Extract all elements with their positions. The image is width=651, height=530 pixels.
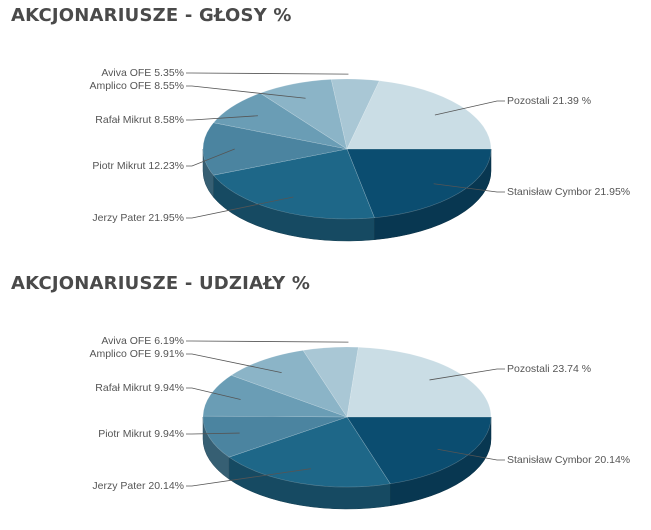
chart-title: AKCJONARIUSZE - UDZIAŁY % (11, 273, 311, 294)
pie-slice[interactable] (202, 122, 348, 176)
pie-slice[interactable] (212, 148, 375, 220)
slice-label: Stanisław Cymbor 20.14% (507, 454, 630, 466)
pie-chart: Stanisław Cymbor 21.95% Jerzy Pater 21.95… (89, 67, 630, 242)
slice-label: Aviva OFE 6.19% (101, 335, 184, 347)
pie-labels: Stanisław Cymbor 21.95% Jerzy Pater 21.95… (89, 67, 630, 224)
pie-slice[interactable] (228, 416, 391, 488)
pie-slice[interactable] (330, 78, 380, 150)
slice-label: Amplico OFE 9.91% (89, 348, 184, 360)
pie-slice[interactable] (346, 416, 492, 485)
slice-label: Rafał Mikrut 9.94% (95, 382, 184, 394)
pie-slice[interactable] (346, 148, 492, 219)
pie-slice[interactable] (202, 374, 348, 418)
pie-slice[interactable] (202, 415, 348, 458)
shares-chart: AKCJONARIUSZE - UDZIAŁY % Stanisław Cymb… (0, 268, 651, 530)
votes-chart: AKCJONARIUSZE - GŁOSY % Stanisław Cymbor… (0, 0, 651, 262)
slice-label: Stanisław Cymbor 21.95% (507, 186, 630, 198)
chart-title: AKCJONARIUSZE - GŁOSY % (11, 5, 292, 26)
leader-line (186, 387, 241, 400)
pie-top (202, 78, 492, 220)
leader-line (186, 148, 235, 167)
leader-line (186, 353, 282, 373)
leader-line (186, 468, 311, 487)
pie-slice[interactable] (302, 346, 359, 418)
leader-line (186, 196, 294, 219)
leader-line (186, 115, 258, 121)
slice-label: Pozostali 23.74 % (507, 363, 591, 375)
slice-label: Jerzy Pater 21.95% (92, 212, 184, 224)
pie-labels: Stanisław Cymbor 20.14% Jerzy Pater 20.14… (89, 335, 630, 492)
leader-line (437, 448, 505, 461)
leader-line (433, 183, 505, 193)
pie-chart: Stanisław Cymbor 20.14% Jerzy Pater 20.14… (89, 335, 630, 510)
pie-top (202, 346, 492, 488)
leader-line (186, 85, 306, 99)
leader-line (186, 72, 349, 75)
slice-label: Pozostali 21.39 % (507, 95, 591, 107)
slice-label: Piotr Mikrut 9.94% (98, 428, 184, 440)
slice-label: Rafał Mikrut 8.58% (95, 114, 184, 126)
slice-label: Aviva OFE 5.35% (101, 67, 184, 79)
leader-line (186, 432, 240, 435)
leader-line (434, 100, 505, 116)
pie-slice[interactable] (346, 346, 492, 418)
slice-label: Piotr Mikrut 12.23% (92, 160, 184, 172)
pie-slice[interactable] (346, 80, 492, 150)
pie-slice[interactable] (230, 350, 348, 418)
leader-line (186, 340, 349, 343)
leader-line (429, 368, 505, 381)
slice-label: Jerzy Pater 20.14% (92, 480, 184, 492)
slice-label: Amplico OFE 8.55% (89, 80, 184, 92)
